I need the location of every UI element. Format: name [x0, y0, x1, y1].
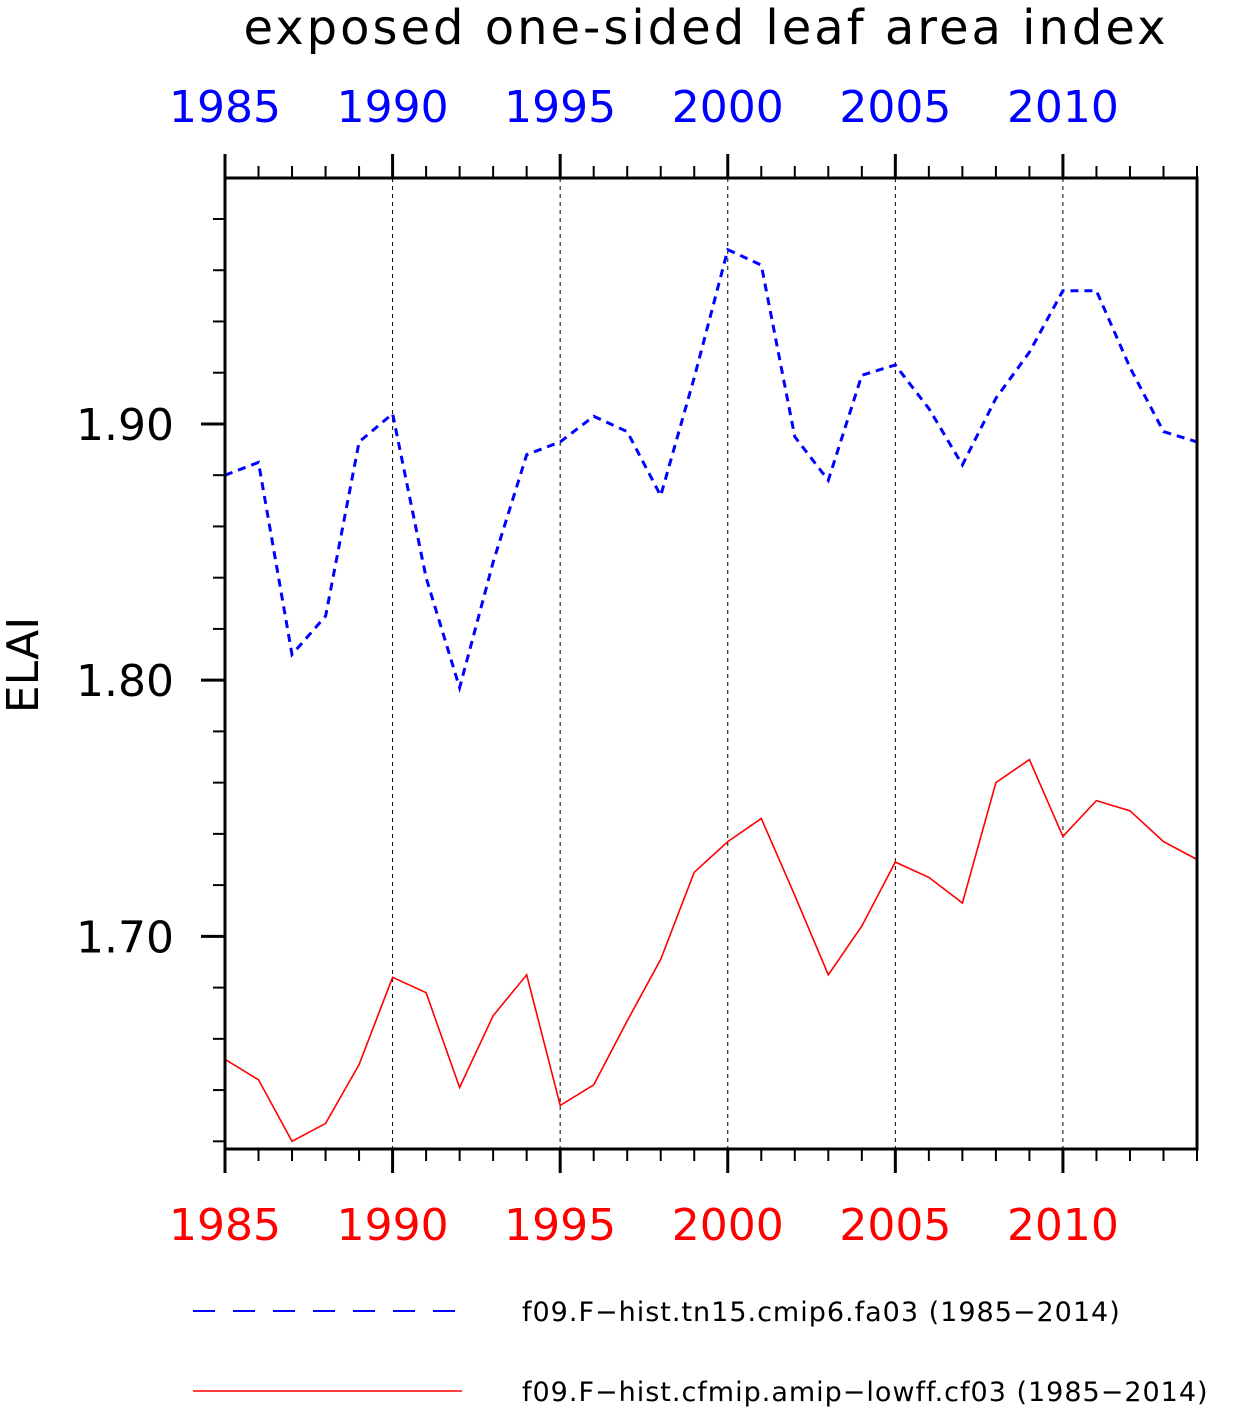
legend-label-1: f09.F−hist.tn15.cmip6.fa03 (1985−2014) [522, 1297, 1121, 1328]
top-tick-label-2010: 2010 [1007, 82, 1119, 133]
tick-labels: 1985 1985 1990 1990 1995 1995 2000 2000 2005 2005… [76, 82, 1119, 1251]
top-tick-label-1995: 1995 [504, 82, 616, 133]
bottom-tick-label-1995: 1995 [504, 1200, 616, 1251]
series-line-2 [224, 758, 1198, 1143]
legend: f09.F−hist.tn15.cmip6.fa03 (1985−2014) f0… [193, 1297, 1209, 1408]
bottom-tick-label-1985: 1985 [169, 1200, 281, 1251]
y-axis-label: ELAI [0, 617, 49, 713]
bottom-tick-label-2000: 2000 [672, 1200, 784, 1251]
bottom-tick-label-2005: 2005 [839, 1200, 951, 1251]
grid [392, 178, 1064, 1149]
series-layer [224, 247, 1198, 1143]
legend-label-2: f09.F−hist.cfmip.amip−lowff.cf03 (1985−2… [522, 1377, 1209, 1408]
y-tick-label-1.80: 1.80 [76, 656, 174, 707]
series-line-1 [224, 247, 1198, 694]
bottom-tick-label-1990: 1990 [337, 1200, 449, 1251]
top-tick-label-1985: 1985 [169, 82, 281, 133]
ticks [201, 154, 1198, 1173]
top-tick-label-2000: 2000 [672, 82, 784, 133]
y-tick-label-1.90: 1.90 [76, 400, 174, 451]
y-tick-label-1.70: 1.70 [76, 912, 174, 963]
bottom-tick-label-2010: 2010 [1007, 1200, 1119, 1251]
top-tick-label-2005: 2005 [839, 82, 951, 133]
chart-title: exposed one-sided leaf area index [244, 0, 1169, 56]
plot-frame [223, 176, 1199, 1151]
top-tick-label-1990: 1990 [337, 82, 449, 133]
